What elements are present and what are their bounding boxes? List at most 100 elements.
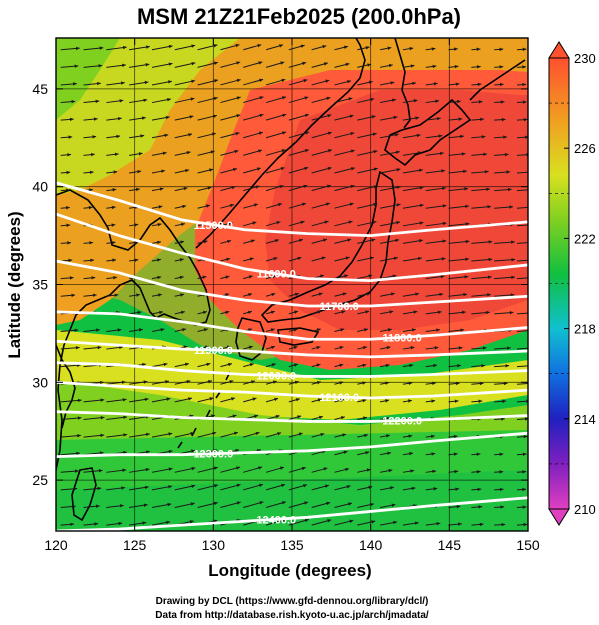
wind-vector xyxy=(425,239,447,244)
wind-vector xyxy=(243,113,264,121)
wind-vector xyxy=(60,293,76,298)
wind-vector xyxy=(129,432,150,438)
wind-vector xyxy=(243,185,260,192)
wind-vector xyxy=(129,134,145,139)
wind-vector xyxy=(494,65,504,69)
wind-vector xyxy=(402,203,424,209)
wind-vector xyxy=(288,96,309,104)
wind-vector xyxy=(197,484,219,491)
wind-vector xyxy=(197,186,212,192)
wind-vector xyxy=(174,362,189,368)
wind-vector xyxy=(83,345,102,350)
wind-vector xyxy=(448,99,461,104)
wind-vector xyxy=(60,99,76,104)
wind-vector xyxy=(448,381,460,386)
wind-vector xyxy=(265,310,275,315)
wind-vector xyxy=(129,63,150,68)
wind-vector xyxy=(471,522,484,527)
wind-vector xyxy=(197,379,213,385)
wind-vector xyxy=(380,328,392,332)
wind-vector xyxy=(83,276,96,280)
wind-vector xyxy=(106,486,126,491)
wind-vector xyxy=(220,362,233,368)
wind-vector xyxy=(174,310,185,315)
height-contours: 11500.0 11600.0 11700.0 11800.0 11900.0 12000… xyxy=(56,181,528,531)
wind-vector xyxy=(174,186,188,192)
wind-vector xyxy=(174,222,186,227)
wind-vector xyxy=(357,46,370,51)
wind-vector xyxy=(471,364,486,368)
wind-vector xyxy=(516,82,527,87)
wind-vector xyxy=(243,397,257,403)
wind-vector xyxy=(494,170,511,174)
wind-vector xyxy=(471,240,493,244)
wind-vector xyxy=(83,99,100,104)
wind-vector xyxy=(471,152,488,157)
wind-vector xyxy=(129,152,143,156)
wind-vector xyxy=(83,504,100,509)
wind-vector xyxy=(334,149,355,156)
wind-vector xyxy=(174,431,195,438)
wind-vector xyxy=(60,346,80,350)
wind-vector xyxy=(380,434,391,438)
wind-vector xyxy=(357,80,373,86)
wind-vector xyxy=(357,185,378,192)
contour-label: 11800.0 xyxy=(383,332,422,344)
wind-vector xyxy=(380,150,400,156)
wind-vector xyxy=(83,328,100,332)
wind-vector xyxy=(265,149,286,156)
wind-vector xyxy=(380,168,401,174)
wind-vector xyxy=(311,328,321,332)
wind-vector xyxy=(265,221,281,227)
wind-vector xyxy=(311,79,330,86)
wind-vector xyxy=(174,484,196,491)
wind-vector xyxy=(129,310,142,315)
wind-vector xyxy=(151,80,172,86)
wind-vector xyxy=(448,275,469,280)
wind-vector xyxy=(220,431,239,438)
wind-vector xyxy=(357,451,370,456)
wind-vector xyxy=(516,470,527,474)
wind-vector xyxy=(334,328,345,332)
wind-vector xyxy=(174,379,191,385)
wind-vector xyxy=(129,293,141,297)
wind-vector xyxy=(494,364,510,368)
wind-vector xyxy=(197,168,214,174)
wind-vector xyxy=(197,362,211,368)
wind-vector xyxy=(380,185,401,192)
wind-vector xyxy=(471,275,492,280)
wind-vector xyxy=(288,79,308,86)
height-contour-line xyxy=(56,212,528,282)
wind-vector xyxy=(243,203,259,209)
y-axis-ticks: 25 30 35 40 45 xyxy=(32,81,528,488)
wind-vector xyxy=(243,239,256,244)
wind-vector xyxy=(151,293,162,297)
wind-vector xyxy=(106,99,124,104)
wind-vector xyxy=(151,520,171,526)
wind-vector xyxy=(516,452,527,457)
wind-vector xyxy=(197,96,218,104)
height-contour-line xyxy=(56,181,528,237)
wind-vector xyxy=(402,221,424,227)
wind-vector xyxy=(265,275,277,280)
wind-vector xyxy=(265,184,284,192)
wind-vector xyxy=(151,275,162,280)
wind-vector xyxy=(265,328,275,332)
wind-vector xyxy=(243,96,264,104)
wind-vector xyxy=(288,131,310,139)
wind-vector xyxy=(197,150,215,156)
wind-vector xyxy=(83,205,93,210)
wind-vector xyxy=(60,135,73,139)
wind-vector xyxy=(151,432,173,438)
wind-vector xyxy=(129,223,139,227)
wind-vector xyxy=(311,202,330,209)
wind-vector xyxy=(448,47,458,51)
wind-vector xyxy=(265,113,287,121)
wind-vector xyxy=(380,363,390,368)
wind-vector xyxy=(106,152,119,157)
wind-vector xyxy=(60,469,79,473)
x-tick-label: 120 xyxy=(44,537,68,553)
wind-vector xyxy=(151,258,161,262)
wind-vector xyxy=(516,312,528,315)
wind-vector xyxy=(288,310,299,315)
